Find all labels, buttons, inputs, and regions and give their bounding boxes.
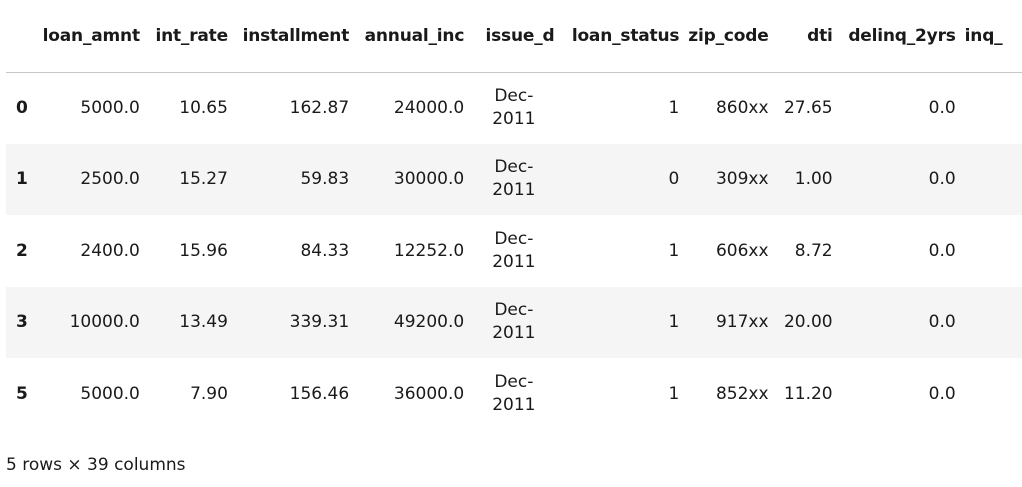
column-header: issue_d: [473, 0, 564, 73]
cell-loan-amnt: 5000.0: [80, 98, 140, 118]
cell-zip-code: 860xx: [715, 98, 769, 118]
column-header: delinq_2yrs: [841, 0, 965, 73]
column-header: installment: [236, 0, 359, 73]
table-row: 5 5000.0 7.90 156.46 36000.0 Dec- 2011 1…: [6, 358, 1022, 430]
cell-loan-amnt: 2400.0: [80, 240, 140, 261]
column-header: zip_code: [688, 0, 778, 73]
cell-int-rate: 7.90: [190, 383, 228, 404]
issue-d-year: 2011: [492, 109, 536, 129]
cell-zip-code: 606xx: [715, 240, 769, 261]
cell-installment: 84.33: [300, 240, 350, 261]
row-index: 0: [16, 98, 28, 118]
cell-dti: 20.00: [783, 312, 833, 333]
cell-installment: 59.83: [300, 169, 350, 190]
cell-delinq-2yrs: 0.0: [928, 383, 956, 404]
cell-installment: 156.46: [289, 383, 350, 404]
table-row: 1 2500.0 15.27 59.83 30000.0 Dec- 2011 0…: [6, 143, 1022, 216]
cell-annual-inc: 12252.0: [393, 240, 465, 261]
cell-installment: 162.87: [289, 98, 350, 118]
column-header: inq_: [964, 0, 1022, 73]
table-row: 3 10000.0 13.49 339.31 49200.0 Dec- 2011…: [6, 286, 1022, 359]
cell-int-rate: 10.65: [179, 98, 228, 118]
table-row: 0 5000.0 10.65 162.87 24000.0 Dec- 2011 …: [6, 72, 1022, 144]
cell-dti: 8.72: [794, 240, 833, 261]
issue-d-month: Dec-: [494, 371, 534, 392]
cell-inq: [965, 72, 1022, 144]
cell-loan-amnt: 2500.0: [80, 169, 140, 190]
column-header: dti: [777, 0, 842, 73]
row-index: 1: [16, 169, 28, 190]
cell-loan-status: 0: [668, 169, 680, 190]
row-index: 5: [16, 383, 28, 404]
issue-d-year: 2011: [492, 323, 536, 344]
cell-int-rate: 13.49: [179, 312, 228, 333]
dataframe-table: loan_amnt int_rate installment annual_in…: [6, 0, 1022, 430]
table-header-row: loan_amnt int_rate installment annual_in…: [6, 0, 1022, 73]
cell-issue-d: Dec- 2011: [473, 215, 563, 287]
cell-annual-inc: 24000.0: [393, 98, 465, 118]
cell-zip-code: 309xx: [715, 169, 769, 190]
row-index: 3: [16, 312, 28, 333]
column-header: int_rate: [148, 0, 237, 73]
issue-d-month: Dec-: [494, 157, 534, 178]
cell-issue-d: Dec- 2011: [473, 358, 563, 430]
cell-issue-d: Dec- 2011: [473, 72, 563, 144]
cell-inq: [965, 144, 1022, 216]
table-row: 2 2400.0 15.96 84.33 12252.0 Dec- 2011 1…: [6, 215, 1022, 287]
issue-d-month: Dec-: [494, 86, 534, 106]
cell-dti: 1.00: [794, 169, 833, 190]
cell-loan-status: 1: [668, 240, 680, 261]
issue-d-month: Dec-: [494, 228, 534, 249]
issue-d-month: Dec-: [494, 300, 534, 321]
cell-delinq-2yrs: 0.0: [928, 98, 956, 118]
cell-inq: [965, 358, 1022, 430]
cell-issue-d: Dec- 2011: [473, 144, 563, 216]
column-header: annual_inc: [358, 0, 474, 73]
row-index: 2: [16, 240, 28, 261]
cell-annual-inc: 36000.0: [393, 383, 465, 404]
cell-dti: 27.65: [783, 98, 833, 118]
cell-annual-inc: 49200.0: [393, 312, 465, 333]
dataframe-shape-note: 5 rows × 39 columns: [6, 455, 186, 475]
column-header: loan_status: [563, 0, 689, 73]
issue-d-year: 2011: [492, 394, 536, 415]
cell-zip-code: 852xx: [715, 383, 769, 404]
cell-delinq-2yrs: 0.0: [928, 240, 956, 261]
cell-dti: 11.20: [783, 383, 833, 404]
column-header: loan_amnt: [40, 0, 149, 73]
cell-loan-status: 1: [668, 312, 680, 333]
cell-issue-d: Dec- 2011: [473, 287, 563, 359]
cell-loan-status: 1: [668, 98, 680, 118]
cell-loan-amnt: 5000.0: [80, 383, 140, 404]
cell-installment: 339.31: [289, 312, 350, 333]
cell-annual-inc: 30000.0: [393, 169, 465, 190]
cell-inq: [965, 287, 1022, 359]
cell-loan-amnt: 10000.0: [69, 312, 140, 333]
cell-int-rate: 15.96: [179, 240, 228, 261]
cell-loan-status: 1: [668, 383, 680, 404]
cell-delinq-2yrs: 0.0: [928, 169, 956, 190]
issue-d-year: 2011: [492, 180, 536, 201]
issue-d-year: 2011: [492, 251, 536, 272]
cell-delinq-2yrs: 0.0: [928, 312, 956, 333]
index-header: [6, 0, 41, 73]
cell-int-rate: 15.27: [179, 169, 228, 190]
cell-zip-code: 917xx: [715, 312, 769, 333]
cell-inq: [965, 215, 1022, 287]
